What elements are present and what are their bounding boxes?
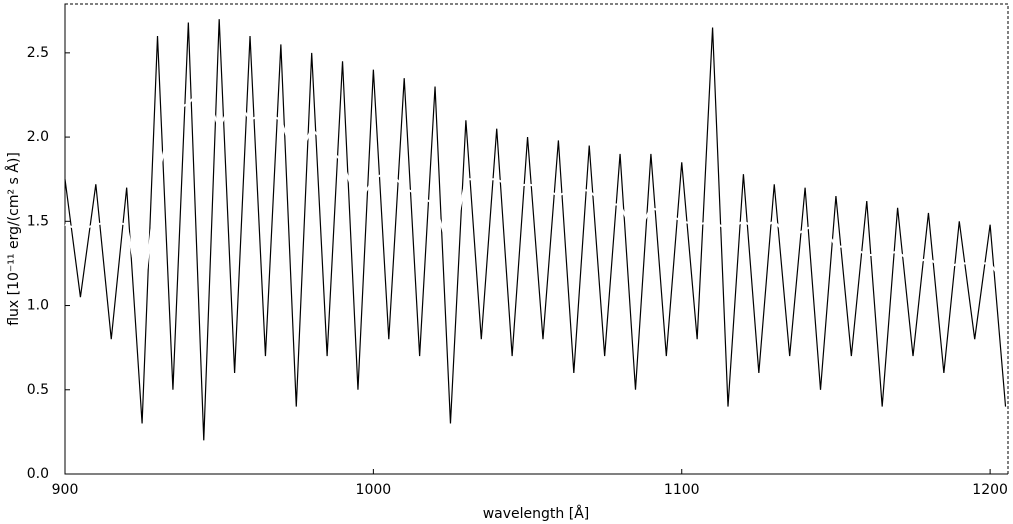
x-tick-label: 1000	[356, 482, 392, 498]
y-tick-label: 2.5	[27, 45, 49, 61]
spectrum-line	[64, 84, 1007, 306]
y-tick-label: 1.0	[27, 298, 49, 314]
x-axis-label: wavelength [Å]	[483, 505, 590, 522]
plot-frame	[64, 3, 1009, 475]
x-tick-label: 1100	[664, 482, 700, 498]
x-tick-label: 1200	[972, 482, 1008, 498]
y-tick-label: 0.5	[27, 382, 49, 398]
y-tick-label: 2.0	[27, 129, 49, 145]
y-tick-label: 0.0	[27, 466, 49, 482]
y-axis-label: flux [10⁻¹¹ erg/(cm² s Å)]	[5, 152, 22, 326]
y-tick-label: 1.5	[27, 213, 49, 229]
x-tick-label: 900	[52, 482, 79, 498]
spectrum-line	[64, 19, 1007, 441]
